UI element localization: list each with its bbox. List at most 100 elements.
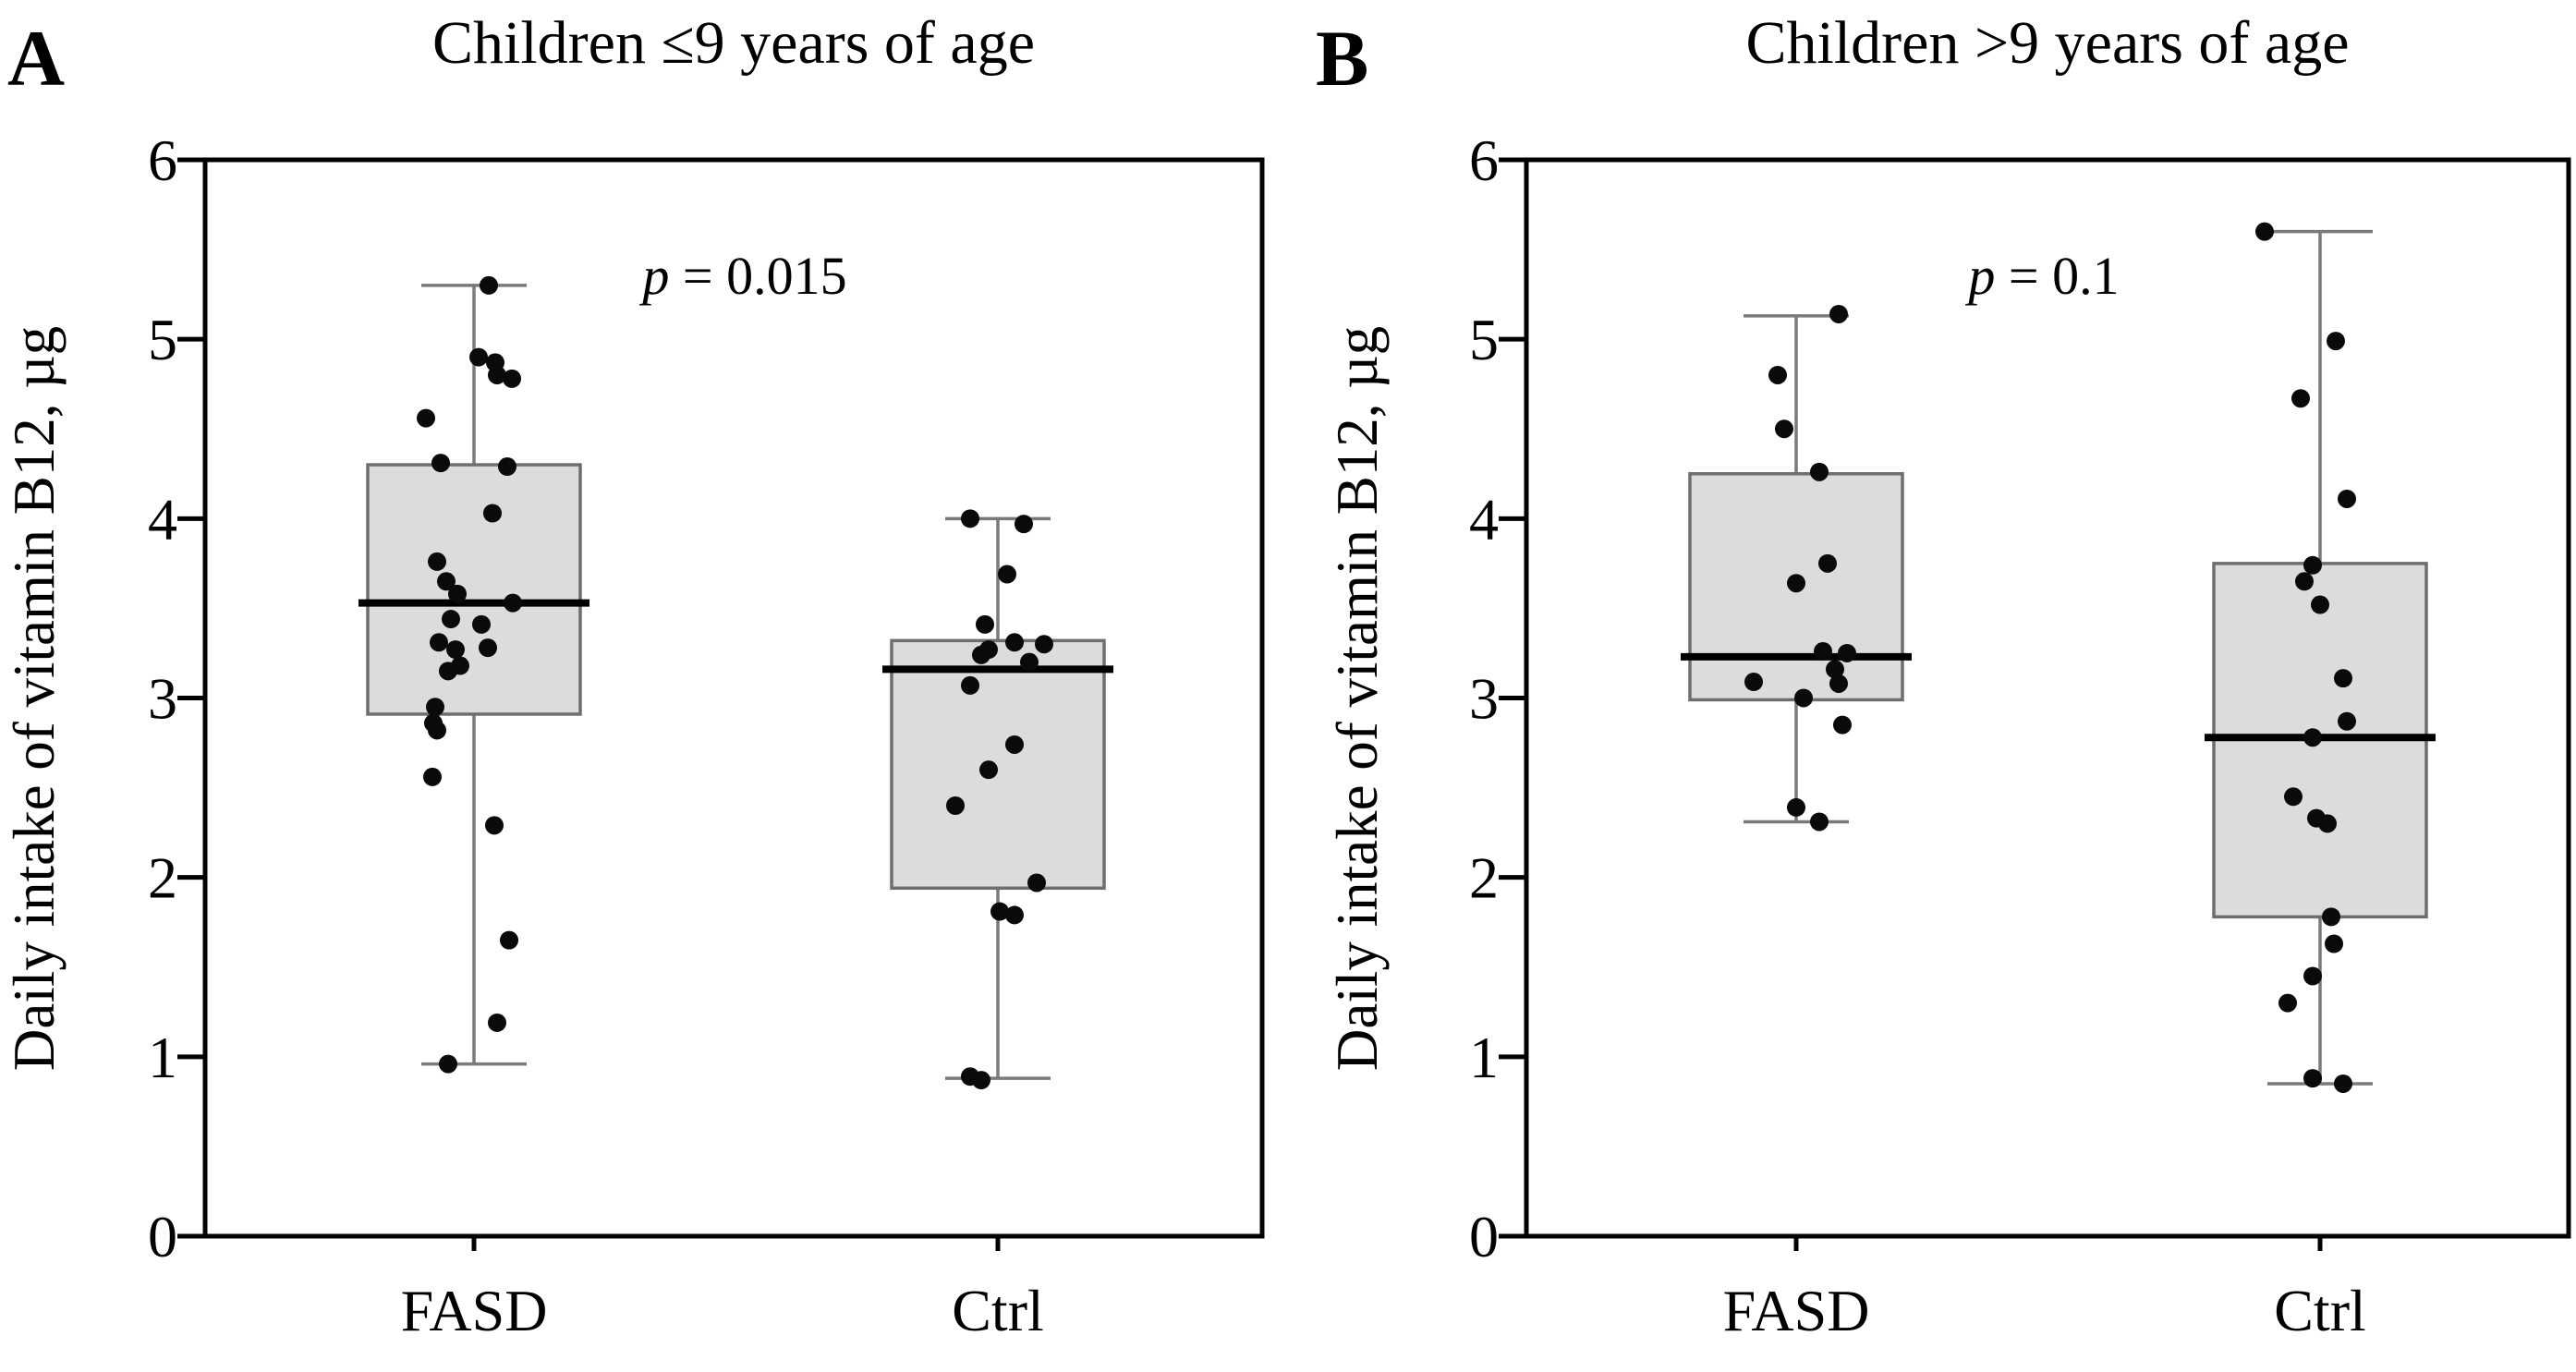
data-point-ctrl (1005, 735, 1024, 754)
data-point-fasd (426, 698, 444, 717)
data-point-fasd (488, 365, 506, 384)
data-point-fasd (1768, 365, 1787, 384)
y-tick-label: 4 (148, 486, 177, 552)
data-point-fasd (480, 275, 498, 295)
data-point-fasd (439, 1054, 457, 1074)
data-point-ctrl (2338, 711, 2356, 731)
data-point-ctrl (2318, 814, 2337, 833)
data-point-ctrl (998, 565, 1016, 584)
data-point-ctrl (1005, 905, 1024, 925)
data-point-fasd (1814, 642, 1832, 662)
plot-frame (202, 157, 1265, 1239)
data-point-ctrl (976, 614, 994, 634)
data-point-fasd (1818, 553, 1837, 573)
data-point-ctrl (972, 645, 990, 664)
data-point-ctrl (990, 902, 1009, 921)
p-value-text: = 0.015 (669, 246, 846, 306)
data-point-fasd (488, 1013, 506, 1032)
data-point-ctrl (2338, 489, 2356, 508)
panel-a-y-axis-title: Daily intake of vitamin B12, µg (2, 326, 67, 1071)
data-point-fasd (500, 930, 518, 950)
data-point-fasd (1775, 419, 1793, 439)
panel-a-p-value: p = 0.015 (638, 246, 846, 306)
data-point-ctrl (2303, 966, 2322, 986)
data-point-ctrl (2291, 389, 2310, 408)
panel-a-plot-area: 0 1 2 3 4 5 6 (148, 127, 1265, 1269)
data-point-ctrl (2303, 555, 2322, 575)
data-point-fasd (428, 721, 446, 740)
y-tick-label: 1 (1469, 1025, 1499, 1090)
data-point-ctrl (1005, 633, 1024, 652)
data-point-ctrl (1027, 873, 1046, 892)
data-point-ctrl (1035, 635, 1053, 654)
y-tick-label: 6 (1469, 127, 1499, 193)
data-point-fasd (1744, 673, 1763, 692)
panel-b-category-ctrl: Ctrl (2274, 1278, 2366, 1343)
data-point-ctrl (1020, 652, 1039, 672)
data-point-fasd (442, 610, 460, 629)
data-point-ctrl (2327, 332, 2345, 351)
data-point-fasd (1787, 574, 1805, 593)
data-point-ctrl (961, 675, 979, 695)
data-point-ctrl (979, 760, 998, 780)
data-point-ctrl (946, 795, 965, 815)
data-point-fasd (498, 457, 516, 477)
y-tick-label: 0 (1469, 1204, 1499, 1269)
data-point-ctrl (2303, 728, 2322, 747)
data-point-fasd (1826, 660, 1844, 679)
data-point-fasd (504, 593, 522, 613)
data-point-fasd (1810, 462, 1829, 481)
data-point-ctrl (2295, 572, 2314, 591)
data-point-fasd (1810, 812, 1829, 832)
data-point-fasd (417, 408, 435, 428)
panel-b-category-fasd: FASD (1723, 1278, 1870, 1343)
p-value-text: = 0.1 (1995, 246, 2119, 306)
y-tick-label: 1 (148, 1025, 177, 1090)
data-point-fasd (439, 662, 457, 681)
panel-a-letter: A (7, 14, 65, 103)
data-point-ctrl (972, 1071, 990, 1090)
data-point-fasd (483, 504, 502, 523)
data-point-fasd (423, 767, 442, 786)
panel-b-letter: B (1316, 14, 1368, 103)
p-symbol: p (1964, 246, 1995, 306)
data-point-fasd (446, 640, 465, 660)
data-point-fasd (1833, 715, 1852, 735)
y-tick-label: 5 (148, 307, 177, 372)
data-point-fasd (430, 633, 448, 652)
iqr-box-ctrl (890, 638, 1106, 891)
data-point-ctrl (1015, 515, 1033, 534)
data-point-ctrl (2311, 595, 2329, 614)
y-tick-label: 3 (1469, 665, 1499, 731)
data-point-fasd (1787, 797, 1805, 817)
data-point-ctrl (2325, 934, 2343, 953)
data-point-fasd (1838, 643, 1856, 662)
y-tick-label: 3 (148, 665, 177, 731)
data-point-fasd (469, 347, 488, 367)
data-point-ctrl (2334, 1074, 2352, 1093)
panel-a-category-fasd: FASD (401, 1278, 548, 1343)
y-tick-label: 4 (1469, 486, 1499, 552)
data-point-fasd (479, 638, 497, 658)
panel-b-plot-area: 0 1 2 3 4 5 6 (1469, 127, 2571, 1269)
data-point-fasd (485, 816, 504, 835)
data-point-ctrl (2322, 907, 2340, 927)
data-point-fasd (1794, 688, 1813, 708)
y-tick-label: 5 (1469, 307, 1499, 372)
data-point-ctrl (961, 509, 979, 528)
data-point-fasd (428, 552, 446, 571)
p-symbol: p (638, 246, 669, 306)
data-point-fasd (448, 584, 467, 603)
y-tick-label: 2 (148, 845, 177, 911)
y-tick-label: 0 (148, 1204, 177, 1269)
data-point-ctrl (2303, 1069, 2322, 1088)
data-point-ctrl (2278, 993, 2297, 1013)
panel-b-title: Children >9 years of age (1745, 9, 2349, 77)
panel-b-y-axis-title: Daily intake of vitamin B12, µg (1325, 326, 1390, 1071)
y-tick-label: 2 (1469, 845, 1499, 911)
panel-a-title: Children ≤9 years of age (432, 9, 1035, 77)
y-tick-label: 6 (148, 127, 177, 193)
iqr-box-fasd (366, 463, 582, 716)
